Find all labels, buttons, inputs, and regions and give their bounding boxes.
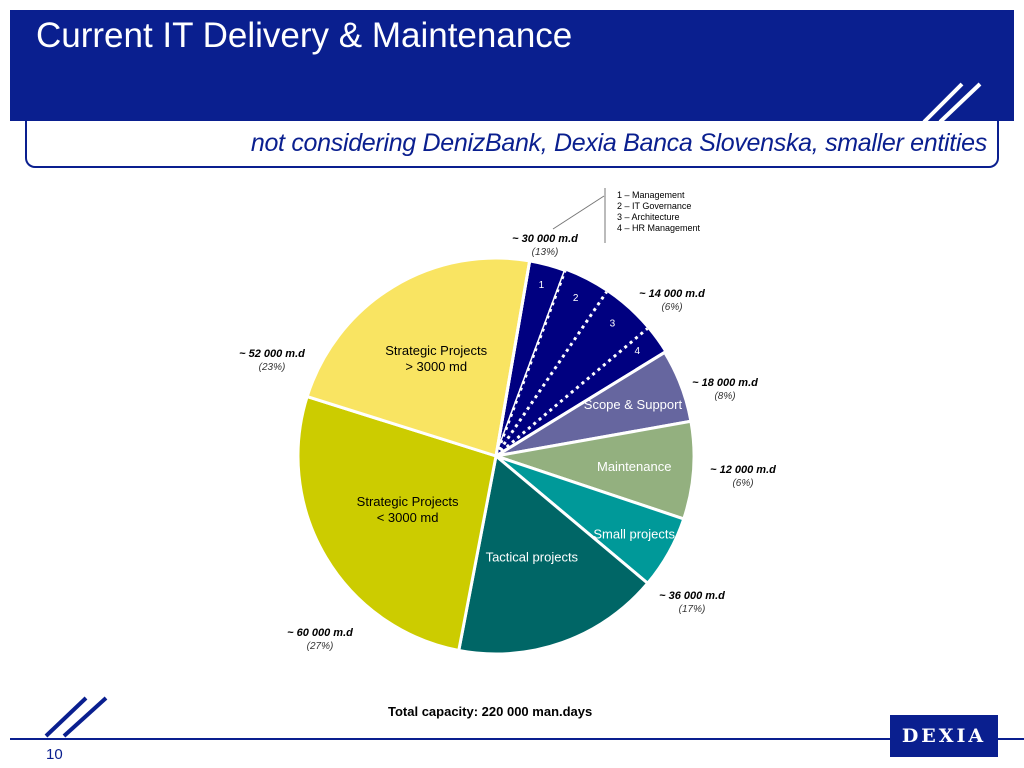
segment-divider [494, 290, 608, 457]
pie-slice [296, 394, 498, 653]
slice-label: Maintenance [597, 459, 671, 474]
segment-divider [495, 327, 649, 458]
callout-value: ~ 30 000 m.d [512, 233, 578, 245]
segment-number: 2 [573, 293, 579, 304]
legend-entry: 4 – HR Management [617, 223, 701, 233]
slice-label: Tactical projects [486, 550, 579, 565]
pie-slice [457, 453, 650, 656]
slice-label: Strategic Projects < 3000 md [357, 494, 459, 525]
callout-value: ~ 36 000 m.d [659, 590, 725, 602]
group-edge [495, 351, 666, 458]
pie-slice [496, 270, 607, 456]
callout-percent: (8%) [714, 391, 735, 402]
segment-number: 1 [539, 280, 545, 291]
callout-percent: (6%) [661, 302, 682, 313]
footer-divider [10, 738, 1024, 740]
total-capacity: Total capacity: 220 000 man.days [388, 704, 593, 719]
subtitle-box: not considering DenizBank, Dexia Banca S… [25, 121, 999, 168]
segment-legend: 1 – Management 2 – IT Governance 3 – Arc… [617, 190, 700, 234]
callout-percent: (17%) [679, 604, 706, 615]
double-slash-icon [922, 82, 982, 124]
group-edge [494, 260, 532, 457]
callout-value: ~ 18 000 m.d [692, 377, 758, 389]
segment-number: 4 [634, 346, 640, 357]
callout-percent: (23%) [259, 362, 286, 373]
callout-value: ~ 14 000 m.d [639, 288, 705, 300]
callout-value: ~ 60 000 m.d [287, 627, 353, 639]
pie-slice [305, 256, 532, 458]
segment-number: 3 [610, 318, 616, 329]
subtitle: not considering DenizBank, Dexia Banca S… [250, 129, 987, 157]
pie-slice [496, 291, 648, 456]
pie-slice [496, 328, 665, 456]
page-title: Current IT Delivery & Maintenance [36, 16, 573, 55]
pie-slice [495, 419, 696, 521]
page-number: 10 [46, 746, 63, 763]
title-banner [10, 10, 1014, 121]
dexia-logo: DEXIA [890, 715, 998, 757]
legend-entry: 3 – Architecture [617, 212, 680, 222]
segment-divider [494, 269, 567, 457]
slice-label: Scope & Support [584, 397, 683, 412]
callout-value: ~ 52 000 m.d [239, 348, 305, 360]
callout-percent: (6%) [732, 478, 753, 489]
slice-label: Small projects [593, 526, 675, 541]
legend-connector [552, 195, 605, 230]
callout-percent: (27%) [307, 641, 334, 652]
callout-value: ~ 12 000 m.d [710, 464, 776, 476]
double-slash-icon [44, 696, 108, 738]
callout-percent: (13%) [532, 247, 559, 258]
slice-label: Strategic Projects > 3000 md [385, 343, 487, 374]
legend-entry: 1 – Management [617, 190, 685, 200]
legend-entry: 2 – IT Governance [617, 201, 692, 211]
